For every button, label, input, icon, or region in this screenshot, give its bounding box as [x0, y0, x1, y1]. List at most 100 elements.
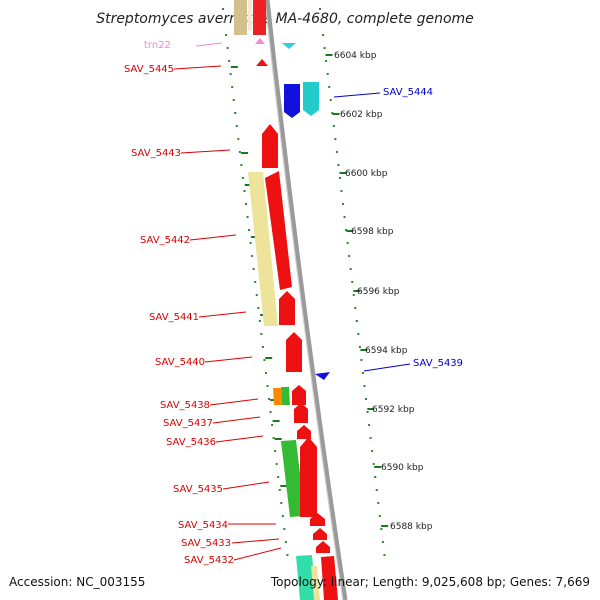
gene-label: SAV_5443 — [131, 148, 181, 159]
gene-label-leader — [233, 547, 282, 561]
tick-dot-right — [351, 281, 354, 283]
gene-sav-5433 — [313, 528, 327, 540]
tick-mark-right — [346, 230, 354, 232]
gene-sav-5438 — [292, 385, 306, 405]
tick-dot-right — [348, 255, 351, 257]
tick-dot-left — [226, 47, 229, 49]
tick-dot-right — [374, 476, 377, 478]
tick-dot-left — [284, 541, 287, 543]
gene-sav-5435-green — [281, 440, 305, 517]
tick-dot-right — [360, 359, 363, 361]
tick-dot-left — [283, 528, 286, 530]
gene-sav-5442 — [265, 171, 292, 290]
map-title: Streptomyces avermitilis MA-4680, comple… — [96, 11, 474, 27]
tick-mark-right — [353, 290, 361, 292]
genome-summary-text: Topology: linear; Length: 9,025,608 bp; … — [270, 575, 590, 589]
label-line-layer — [173, 42, 411, 561]
tick-mark-left — [272, 420, 280, 422]
gene-sav-5438-orange — [273, 388, 282, 405]
gene-label-leader — [173, 65, 222, 70]
tick-mark-right — [374, 466, 382, 468]
gene-sav-5438-green — [281, 387, 290, 405]
tick-dot-right — [337, 164, 340, 166]
tick-dot-right — [345, 229, 348, 231]
tick-mark-left — [244, 184, 252, 186]
kbp-label: 6598 kbp — [351, 227, 394, 237]
tick-dot-right — [329, 99, 332, 101]
backbone-highlight — [264, 0, 344, 600]
tick-dot-right — [383, 554, 386, 556]
tick-dot-right — [378, 515, 381, 517]
gene-label-leader — [198, 311, 247, 318]
tick-mark-right — [339, 172, 347, 174]
tick-dot-right — [325, 60, 328, 62]
tick-dot-right — [371, 450, 374, 452]
label-layer: trn22 SAV_5445 SAV_5444 SAV_5443 SAV_5442 SAV… — [124, 40, 463, 566]
gene-label-leader — [215, 435, 264, 443]
gene-label: SAV_5440 — [155, 357, 205, 368]
gene-label-leader — [195, 42, 223, 47]
tick-dot-left — [286, 554, 289, 556]
tick-dot-right — [361, 372, 364, 374]
tick-dot-left — [243, 190, 246, 192]
tick-dot-left — [240, 164, 243, 166]
tick-mark-right — [325, 54, 333, 56]
tick-dot-right — [372, 463, 375, 465]
gene-sav-5445 — [256, 59, 268, 66]
tick-mark-left — [230, 66, 238, 68]
kbp-label: 6604 kbp — [334, 51, 377, 61]
tick-mark-left — [270, 399, 278, 401]
tick-dot-right — [323, 47, 326, 49]
gene-label: SAV_5433 — [181, 538, 231, 549]
tick-dot-right — [377, 502, 380, 504]
tick-dot-right — [319, 8, 321, 10]
gene-sav-5437 — [294, 403, 308, 423]
tick-dot-left — [263, 359, 266, 361]
gene-label: SAV_5434 — [178, 520, 228, 531]
tick-dot-left — [225, 34, 228, 36]
gene-sav-5436 — [297, 425, 311, 439]
kbp-label-layer: 6604 kbp 6602 kbp 6600 kbp 6598 kbp 6596 kbp… — [334, 51, 433, 532]
tick-dot-right — [380, 528, 383, 530]
gene-label-leader — [363, 363, 411, 372]
tick-dot-left — [231, 86, 234, 88]
gene-feature-pale — [248, 0, 252, 30]
tick-dot-left — [258, 320, 261, 322]
gene-label: SAV_5445 — [124, 64, 174, 75]
gene-trn22 — [255, 38, 265, 44]
kbp-label: 6590 kbp — [381, 463, 424, 473]
tick-dot-left — [255, 294, 258, 296]
tick-dot-left — [274, 450, 277, 452]
kbp-label: 6596 kbp — [357, 287, 400, 297]
tick-dot-right — [349, 268, 352, 270]
tick-dot-left — [251, 255, 254, 257]
kbp-label: 6600 kbp — [345, 169, 388, 179]
gene-label: SAV_5432 — [184, 555, 234, 566]
tick-dot-left — [252, 268, 255, 270]
accession-text: Accession: NC_003155 — [9, 575, 145, 589]
gene-label-leader — [189, 234, 237, 241]
tick-mark-right — [367, 408, 375, 410]
tick-dot-left — [271, 424, 274, 426]
tick-dot-right — [334, 138, 337, 140]
tick-dot-right — [328, 86, 331, 88]
tick-dot-right — [352, 294, 355, 296]
tick-dot-right — [346, 242, 349, 244]
tick-dot-right — [326, 73, 329, 75]
tick-dot-right — [322, 34, 325, 36]
kbp-label: 6588 kbp — [390, 522, 433, 532]
gene-sav-5439 — [315, 372, 330, 380]
gene-feature-red-bottom — [321, 556, 338, 600]
tick-dot-left — [269, 411, 272, 413]
gene-sav-5443 — [262, 124, 278, 168]
tick-dot-right — [369, 437, 372, 439]
tick-dot-left — [232, 99, 235, 101]
gene-feature-red-top — [253, 0, 266, 35]
tick-dot-left — [248, 229, 251, 231]
tick-mark-left — [280, 485, 288, 487]
tick-dot-right — [342, 203, 345, 205]
tick-dot-left — [266, 385, 269, 387]
gene-label-leader — [231, 538, 280, 544]
tick-dot-right — [335, 151, 338, 153]
